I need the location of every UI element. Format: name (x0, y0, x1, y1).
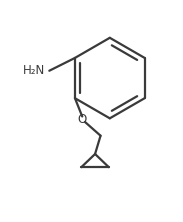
Text: H₂N: H₂N (23, 64, 45, 77)
Text: O: O (78, 113, 87, 126)
